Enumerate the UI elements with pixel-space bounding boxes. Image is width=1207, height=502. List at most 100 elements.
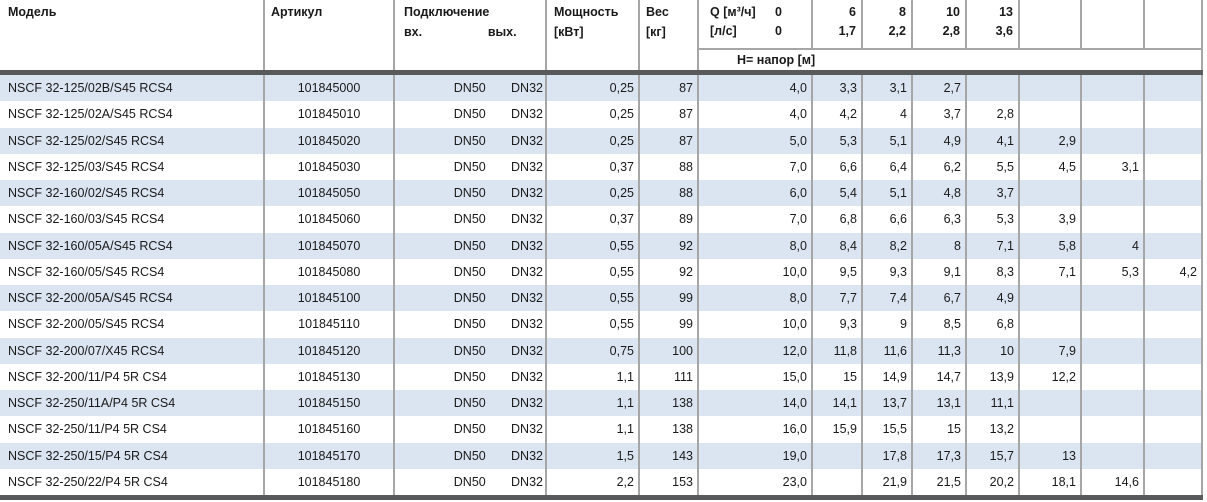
cell-head-value: 7,9 <box>1020 337 1082 364</box>
flow-q-label: Q [м³/ч] <box>710 5 756 19</box>
cell-head-value: 17,8 <box>863 442 913 469</box>
cell-head-value: 11,1 <box>967 390 1020 417</box>
cell-head-value: 21,5 <box>913 468 967 495</box>
cell-head-value <box>1145 416 1203 443</box>
cell-weight: 100 <box>640 337 699 364</box>
cell-model: NSCF 32-200/05/S45 RCS4 <box>0 311 265 338</box>
cell-head-value: 7,7 <box>813 285 863 312</box>
cell-weight: 111 <box>640 363 699 390</box>
cell-head-value <box>1082 180 1145 207</box>
flow-ls-value: 3,6 <box>995 24 1013 38</box>
table-row: NSCF 32-250/11A/P4 5R CS4 101845150 DN50… <box>0 390 1203 417</box>
cell-article: 101845020 <box>265 127 395 154</box>
cell-head-value: 8,3 <box>967 258 1020 285</box>
cell-head-value <box>1020 75 1082 102</box>
cell-article: 101845110 <box>265 311 395 338</box>
cell-weight: 92 <box>640 258 699 285</box>
cell-head-value <box>1020 285 1082 312</box>
cell-article: 101845150 <box>265 390 395 417</box>
cell-outlet: DN32 <box>511 474 543 489</box>
cell-outlet: DN32 <box>511 396 543 411</box>
col-header-power-label: Мощность <box>554 5 619 19</box>
cell-model: NSCF 32-125/02A/S45 RCS4 <box>0 101 265 128</box>
cell-model: NSCF 32-125/02B/S45 RCS4 <box>0 75 265 102</box>
cell-head-value: 4,2 <box>1145 258 1203 285</box>
table-row: NSCF 32-160/05A/S45 RCS4 101845070 DN50 … <box>0 232 1203 259</box>
cell-head-value <box>1145 468 1203 495</box>
cell-head-value <box>1082 416 1145 443</box>
cell-outlet: DN32 <box>511 448 543 463</box>
cell-power: 0,25 <box>547 101 640 128</box>
cell-head-value <box>1020 311 1082 338</box>
flow-q-zero: 0 <box>775 5 782 19</box>
cell-outlet: DN32 <box>511 238 543 253</box>
cell-inlet: DN50 <box>453 159 486 174</box>
cell-connection: DN50 DN32 <box>395 363 547 390</box>
cell-head-value: 5,5 <box>967 153 1020 180</box>
cell-head-q0: 5,0 <box>699 127 813 154</box>
col-header-weight-unit: [кг] <box>646 25 666 39</box>
cell-head-value: 6,8 <box>967 311 1020 338</box>
cell-head-q0: 8,0 <box>699 232 813 259</box>
cell-weight: 99 <box>640 285 699 312</box>
cell-head-q0: 16,0 <box>699 416 813 443</box>
cell-inlet: DN50 <box>453 396 486 411</box>
cell-head-value: 17,3 <box>913 442 967 469</box>
table-row: NSCF 32-200/05/S45 RCS4 101845110 DN50 D… <box>0 311 1203 338</box>
cell-weight: 89 <box>640 206 699 233</box>
cell-head-value <box>1082 311 1145 338</box>
cell-head-value <box>1020 390 1082 417</box>
cell-head-value <box>1082 363 1145 390</box>
cell-model: NSCF 32-160/05/S45 RCS4 <box>0 258 265 285</box>
col-header-model-label: Модель <box>8 5 57 19</box>
table-header: Модель Артикул Подключение вх. вых. Мощн… <box>0 0 1203 70</box>
cell-connection-sub: DN50 DN32 <box>395 317 545 331</box>
cell-inlet: DN50 <box>453 186 486 201</box>
cell-head-value <box>1082 206 1145 233</box>
cell-head-q0: 19,0 <box>699 442 813 469</box>
cell-head-value: 5,1 <box>863 180 913 207</box>
table-row: NSCF 32-125/03/S45 RCS4 101845030 DN50 D… <box>0 153 1203 180</box>
table-row: NSCF 32-125/02B/S45 RCS4 101845000 DN50 … <box>0 75 1203 102</box>
cell-head-value: 13,2 <box>967 416 1020 443</box>
cell-article: 101845010 <box>265 101 395 128</box>
cell-connection-sub: DN50 DN32 <box>395 265 545 279</box>
cell-model: NSCF 32-125/03/S45 RCS4 <box>0 153 265 180</box>
cell-head-value <box>1145 75 1203 102</box>
cell-connection: DN50 DN32 <box>395 390 547 417</box>
cell-article: 101845000 <box>265 75 395 102</box>
cell-article: 101845070 <box>265 232 395 259</box>
cell-head-value: 14,6 <box>1082 468 1145 495</box>
col-header-power: Мощность [кВт] <box>547 0 640 70</box>
cell-head-value: 8,4 <box>813 232 863 259</box>
cell-inlet: DN50 <box>453 369 486 384</box>
cell-connection-sub: DN50 DN32 <box>395 160 545 174</box>
cell-connection-sub: DN50 DN32 <box>395 212 545 226</box>
cell-head-value: 4,5 <box>1020 153 1082 180</box>
flow-ls-value: 1,7 <box>838 24 856 38</box>
cell-head-value: 3,1 <box>863 75 913 102</box>
cell-model: NSCF 32-250/15/P4 5R CS4 <box>0 442 265 469</box>
cell-connection-sub: DN50 DN32 <box>395 291 545 305</box>
cell-connection-sub: DN50 DN32 <box>395 396 545 410</box>
cell-head-value: 7,4 <box>863 285 913 312</box>
cell-connection-sub: DN50 DN32 <box>395 134 545 148</box>
table-row: NSCF 32-200/07/X45 RCS4 101845120 DN50 D… <box>0 337 1203 364</box>
cell-weight: 143 <box>640 442 699 469</box>
cell-power: 0,55 <box>547 285 640 312</box>
flow-ls-value: 2,2 <box>888 24 906 38</box>
cell-head-value: 7,1 <box>1020 258 1082 285</box>
cell-head-value: 5,4 <box>813 180 863 207</box>
cell-head-value: 18,1 <box>1020 468 1082 495</box>
col-header-weight: Вес [кг] <box>640 0 699 70</box>
cell-head-value: 8 <box>913 232 967 259</box>
cell-head-value <box>1020 416 1082 443</box>
cell-model: NSCF 32-200/11/P4 5R CS4 <box>0 363 265 390</box>
cell-inlet: DN50 <box>453 474 486 489</box>
cell-head-value: 3,7 <box>967 180 1020 207</box>
flow-ls-value: 2,8 <box>942 24 960 38</box>
cell-weight: 138 <box>640 390 699 417</box>
cell-model: NSCF 32-250/11/P4 5R CS4 <box>0 416 265 443</box>
col-header-outlet-label: вых. <box>487 25 517 39</box>
